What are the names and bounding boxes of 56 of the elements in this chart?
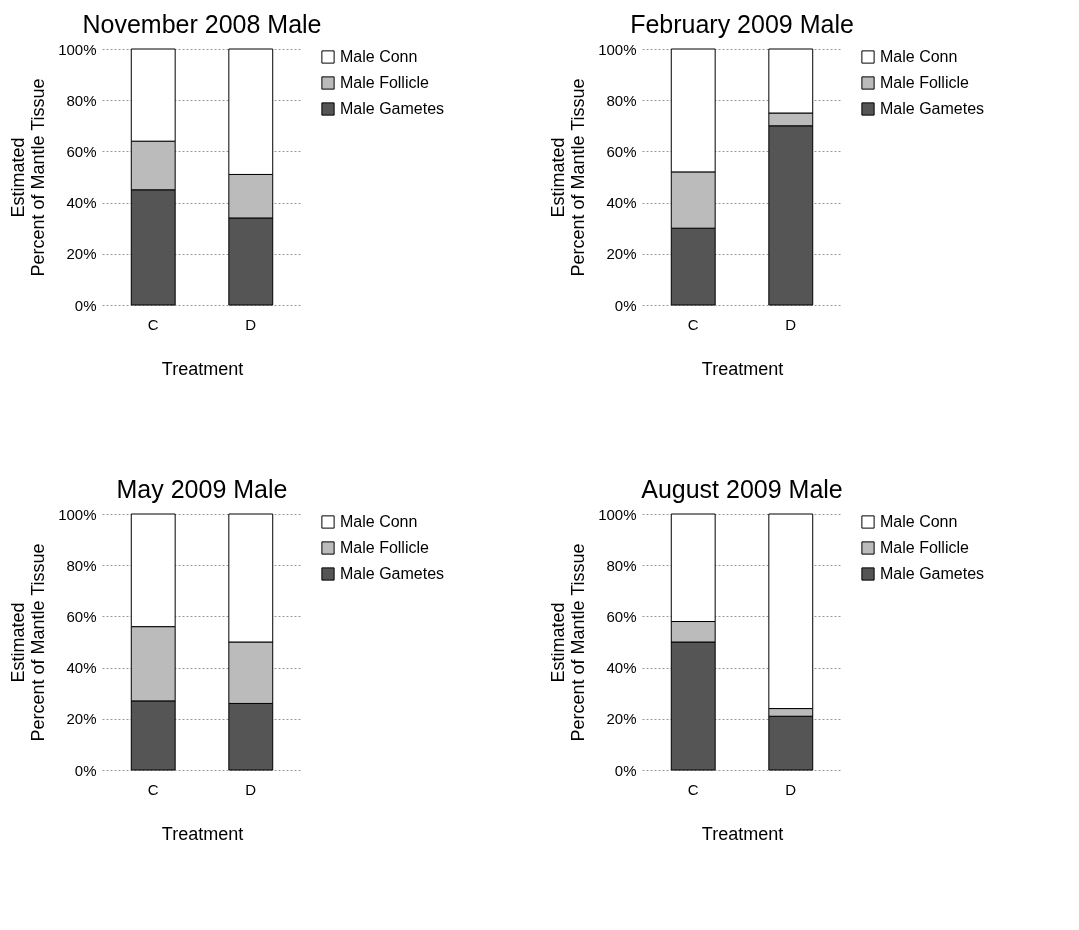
legend-label: Male Follicle (880, 74, 970, 91)
y-tick-label: 20% (606, 710, 637, 728)
x-axis-title: Treatment (161, 823, 244, 844)
y-tick-label: 0% (74, 296, 97, 314)
x-axis-title: Treatment (701, 823, 784, 844)
y-axis-title: Estimated Percent of Mantle Tissue (8, 543, 49, 742)
legend-label: Male Conn (880, 48, 958, 65)
legend-label: Male Conn (880, 513, 958, 530)
y-tick-label: 20% (606, 245, 637, 263)
y-tick-label: 80% (606, 556, 637, 574)
y-tick-label: 100% (598, 40, 637, 58)
y-tick-label: 0% (74, 761, 97, 779)
legend-label: Male Gametes (880, 100, 985, 117)
y-tick-label: 40% (66, 659, 97, 677)
x-tick-label: D (785, 315, 797, 333)
y-tick-label: 0% (614, 296, 637, 314)
x-axis-title: Treatment (701, 358, 784, 379)
chart-title: November 2008 Male (82, 10, 322, 38)
y-tick-label: 60% (606, 142, 637, 160)
y-tick-label: 20% (66, 245, 97, 263)
x-axis-title: Treatment (161, 358, 244, 379)
y-tick-label: 100% (598, 505, 637, 523)
x-tick-label: D (245, 780, 257, 798)
y-tick-label: 100% (58, 505, 97, 523)
y-tick-label: 40% (606, 194, 637, 212)
legend-label: Male Follicle (880, 539, 970, 556)
legend-label: Male Gametes (340, 100, 445, 117)
legend-label: Male Follicle (340, 74, 430, 91)
x-tick-label: C (687, 315, 699, 333)
y-tick-label: 60% (606, 607, 637, 625)
legend-label: Male Follicle (340, 539, 430, 556)
x-tick-label: C (147, 315, 159, 333)
x-tick-label: C (687, 780, 699, 798)
chart-title: February 2009 Male (630, 10, 854, 38)
y-axis-title: Estimated Percent of Mantle Tissue (548, 78, 589, 277)
y-tick-label: 80% (66, 556, 97, 574)
y-tick-label: 20% (66, 710, 97, 728)
y-axis-title: Estimated Percent of Mantle Tissue (8, 78, 49, 277)
legend-label: Male Conn (340, 513, 418, 530)
legend-label: Male Conn (340, 48, 418, 65)
chart-title: May 2009 Male (116, 475, 288, 503)
y-tick-label: 80% (66, 91, 97, 109)
y-tick-label: 80% (606, 91, 637, 109)
chart-title: August 2009 Male (641, 475, 843, 503)
y-axis-title: Estimated Percent of Mantle Tissue (548, 543, 589, 742)
y-tick-label: 100% (58, 40, 97, 58)
x-tick-label: C (147, 780, 159, 798)
y-tick-label: 60% (66, 142, 97, 160)
y-tick-label: 60% (66, 607, 97, 625)
y-tick-label: 40% (66, 194, 97, 212)
x-tick-label: D (785, 780, 797, 798)
y-tick-label: 40% (606, 659, 637, 677)
x-tick-label: D (245, 315, 257, 333)
y-tick-label: 0% (614, 761, 637, 779)
legend-label: Male Gametes (340, 565, 445, 582)
legend-label: Male Gametes (880, 565, 985, 582)
